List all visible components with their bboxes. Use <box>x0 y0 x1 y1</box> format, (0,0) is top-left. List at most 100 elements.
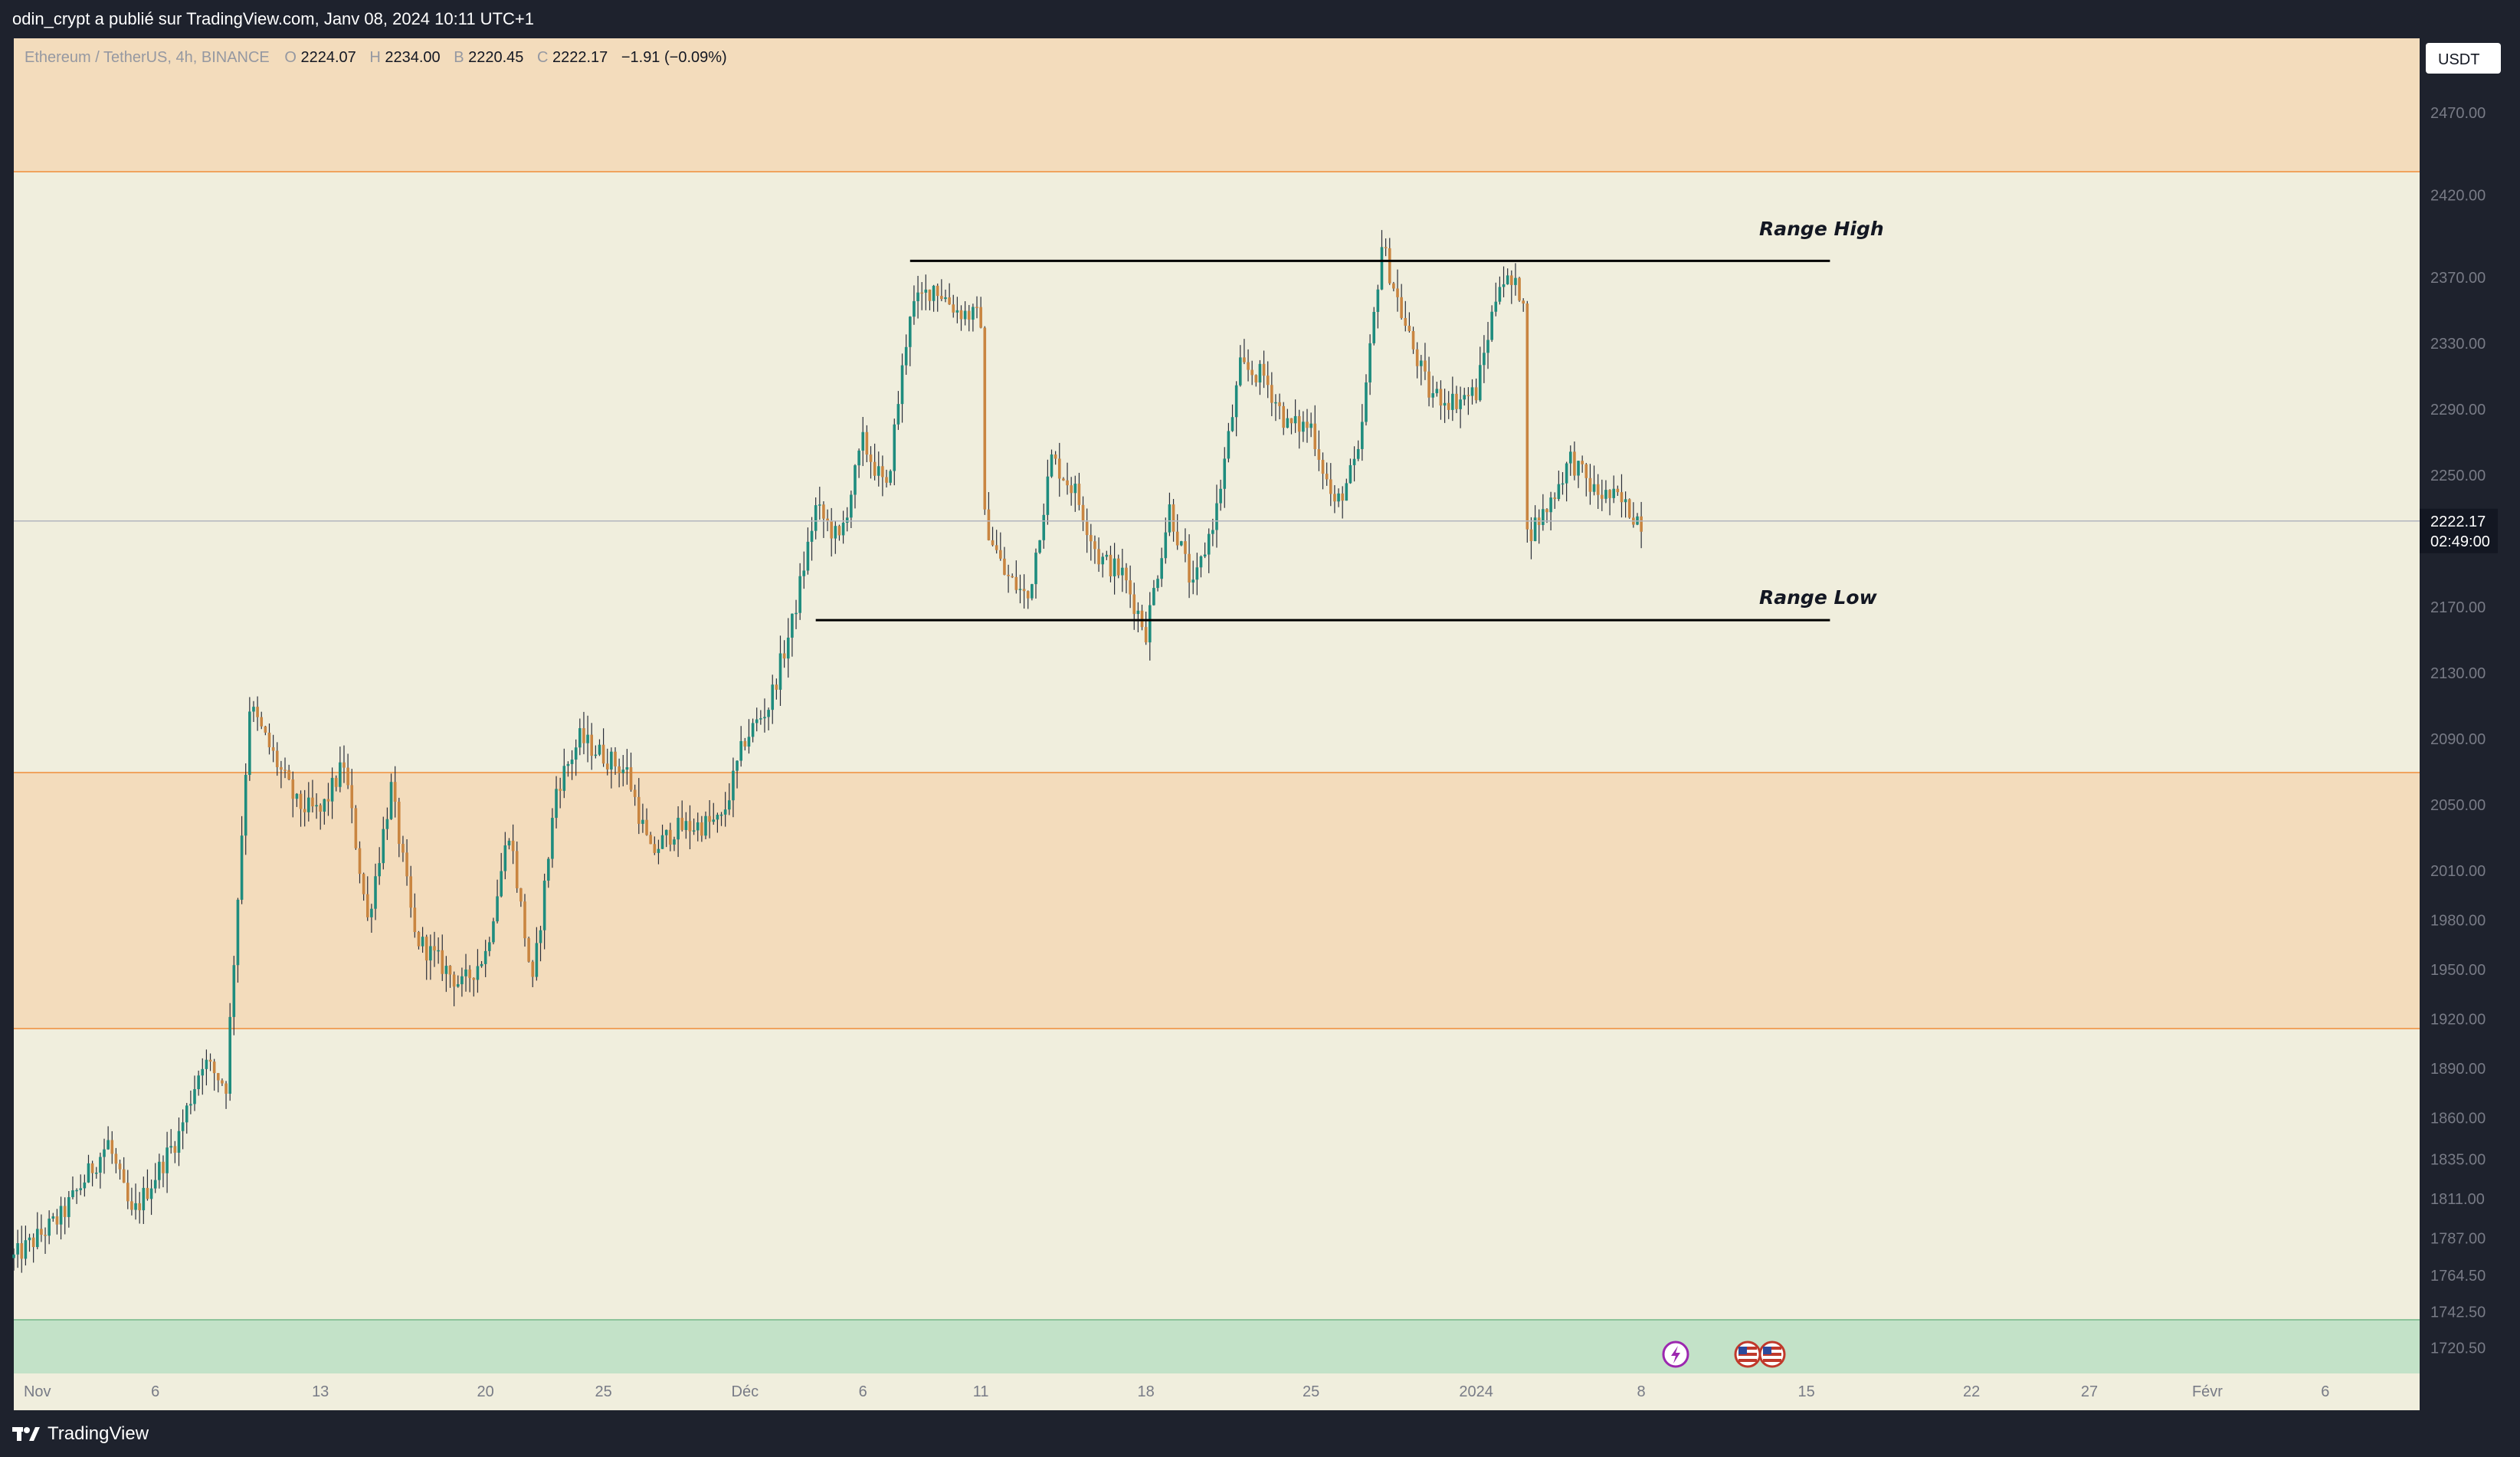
time-axis[interactable]: Nov 6 13 20 25 Déc 6 11 18 25 2024 8 15 22 27 Févr 6 <box>14 1373 2420 1410</box>
price-tick-label: 2130.00 <box>2430 665 2486 682</box>
candle-down <box>130 1201 133 1210</box>
candle-down <box>948 297 951 305</box>
candle-down <box>1057 458 1061 479</box>
candle-up <box>476 966 480 980</box>
candle-up <box>421 937 424 947</box>
candle-up <box>535 943 539 977</box>
candle-up <box>1238 357 1242 386</box>
candle-up <box>1148 605 1152 643</box>
candle-down <box>291 779 295 799</box>
candle-down <box>1243 357 1246 363</box>
candle-up <box>1073 484 1077 494</box>
candle-up <box>727 800 731 810</box>
candle-down <box>1132 594 1136 615</box>
candle-up <box>786 637 790 659</box>
lightning-event-icon[interactable] <box>1662 1341 1689 1368</box>
candle-up <box>1018 589 1022 590</box>
candle-down <box>1306 422 1309 428</box>
candle-down <box>287 770 290 779</box>
range-low-label: Range Low <box>1759 586 1878 609</box>
event-icons[interactable] <box>1662 1341 1786 1368</box>
candle-down <box>354 808 358 848</box>
candle-down <box>830 521 833 539</box>
candle-down <box>1427 371 1430 398</box>
candle-up <box>1160 558 1163 579</box>
candle-down <box>885 477 888 483</box>
price-tick-label: 2290.00 <box>2430 402 2486 418</box>
candle-up <box>578 728 582 748</box>
candle-up <box>810 530 814 542</box>
candle-down <box>822 504 825 519</box>
candle-up <box>1152 588 1155 605</box>
time-tick-label: Nov <box>24 1383 51 1400</box>
candle-up <box>1199 556 1203 568</box>
candle-up <box>1463 395 1466 400</box>
candle-up <box>896 404 900 425</box>
candle-up <box>1337 493 1340 502</box>
candle-up <box>1215 503 1218 530</box>
currency-button[interactable] <box>2426 43 2501 74</box>
candle-down <box>110 1140 114 1154</box>
candle-up <box>909 317 912 347</box>
candle-up <box>330 777 334 802</box>
candle-down <box>680 818 684 830</box>
candle-up <box>570 760 574 764</box>
candle-down <box>605 763 609 770</box>
candle-down <box>837 526 841 536</box>
candle-down <box>350 785 354 809</box>
candle-down <box>590 734 594 756</box>
candle-up <box>307 797 310 812</box>
candle-down <box>1022 589 1026 592</box>
candle-up <box>1533 517 1537 542</box>
price-tick-label: 2370.00 <box>2430 270 2486 287</box>
candle-down <box>311 797 314 807</box>
time-tick-label: Déc <box>732 1383 759 1400</box>
candle-up <box>75 1190 78 1192</box>
candle-up <box>791 613 794 638</box>
candle-up <box>684 821 688 830</box>
candle-down <box>208 1059 212 1062</box>
us-flag-event-icon-2[interactable] <box>1758 1341 1786 1368</box>
candle-up <box>228 1016 231 1094</box>
candle-up <box>1368 343 1371 382</box>
candle-up <box>1302 422 1305 432</box>
candle-down <box>1093 541 1096 550</box>
price-tick-label: 2050.00 <box>2430 797 2486 814</box>
candle-down <box>936 285 939 297</box>
candle-down <box>398 801 401 845</box>
candle-up <box>555 789 558 819</box>
candle-up <box>893 424 896 471</box>
candle-up <box>723 809 727 815</box>
candle-up <box>751 723 755 737</box>
candle-up <box>252 707 255 712</box>
candle-up <box>963 310 967 320</box>
candle-down <box>40 1229 43 1235</box>
price-tick-label: 1980.00 <box>2430 913 2486 930</box>
candle-down <box>118 1163 122 1170</box>
candle-up <box>1542 509 1545 525</box>
price-chart[interactable]: Range High Range Low Ethereum / TetherUS… <box>0 0 2520 1410</box>
candle-up <box>1348 464 1352 484</box>
candle-up <box>1156 579 1159 589</box>
candle-up <box>107 1140 110 1150</box>
us-flag-event-icon[interactable] <box>1734 1341 1761 1368</box>
candle-down <box>987 509 991 540</box>
candle-down <box>523 901 526 939</box>
candle-down <box>1077 484 1081 505</box>
candle-up <box>1470 387 1474 396</box>
candle-down <box>1129 580 1132 595</box>
candle-up <box>712 819 716 822</box>
candle-down <box>1011 576 1014 578</box>
candle-up <box>201 1068 205 1076</box>
candle-up <box>444 966 448 974</box>
candle-down <box>413 907 417 933</box>
candle-down <box>1144 627 1148 643</box>
candle-up <box>16 1243 19 1255</box>
price-tick-label: 1920.00 <box>2430 1012 2486 1029</box>
price-axis[interactable]: USDT 2470.00 2420.00 2370.00 2330.00 2290.00… <box>2420 38 2520 1373</box>
candle-down <box>991 540 995 546</box>
candle-down <box>334 777 338 787</box>
candle-down <box>614 751 617 766</box>
candle-down <box>401 844 405 853</box>
candle-down <box>162 1161 165 1173</box>
